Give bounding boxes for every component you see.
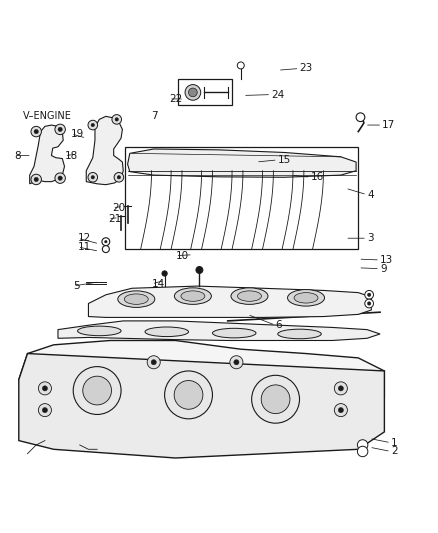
Circle shape	[83, 376, 112, 405]
Circle shape	[151, 360, 156, 365]
Polygon shape	[127, 149, 356, 177]
Circle shape	[34, 177, 39, 182]
Bar	[125, 147, 358, 249]
Circle shape	[188, 88, 197, 97]
Circle shape	[357, 440, 368, 450]
Circle shape	[261, 385, 290, 414]
Text: V–ENGINE: V–ENGINE	[23, 111, 72, 122]
Circle shape	[365, 299, 374, 308]
Ellipse shape	[118, 291, 155, 308]
Bar	[178, 79, 232, 106]
Text: 15: 15	[278, 155, 291, 165]
Ellipse shape	[278, 329, 321, 339]
Ellipse shape	[237, 291, 261, 301]
Circle shape	[356, 113, 365, 122]
Circle shape	[367, 293, 371, 296]
Circle shape	[42, 386, 47, 391]
Circle shape	[334, 403, 347, 417]
Text: 2: 2	[391, 447, 398, 456]
Circle shape	[237, 62, 244, 69]
Text: 1: 1	[391, 438, 398, 448]
Text: 24: 24	[271, 90, 284, 100]
Ellipse shape	[124, 294, 148, 304]
Ellipse shape	[174, 288, 212, 304]
Text: 22: 22	[169, 94, 182, 104]
Circle shape	[174, 381, 203, 409]
Text: 5: 5	[73, 281, 80, 291]
Circle shape	[165, 371, 212, 419]
Circle shape	[34, 130, 39, 134]
Text: 11: 11	[78, 242, 91, 252]
Ellipse shape	[78, 326, 121, 336]
Polygon shape	[88, 286, 371, 318]
Circle shape	[42, 408, 47, 413]
Circle shape	[162, 271, 167, 276]
Text: 18: 18	[64, 150, 78, 160]
Ellipse shape	[294, 293, 318, 303]
Ellipse shape	[231, 288, 268, 304]
Text: 13: 13	[380, 255, 393, 265]
Text: 21: 21	[108, 214, 121, 224]
Ellipse shape	[145, 327, 188, 336]
Circle shape	[102, 246, 110, 253]
Circle shape	[147, 356, 160, 369]
Circle shape	[117, 175, 120, 179]
Circle shape	[31, 126, 42, 137]
Ellipse shape	[212, 328, 256, 338]
Circle shape	[105, 240, 107, 243]
Circle shape	[55, 124, 65, 135]
Circle shape	[234, 360, 239, 365]
Circle shape	[112, 115, 121, 124]
Text: 10: 10	[176, 251, 189, 261]
Circle shape	[58, 176, 62, 180]
Circle shape	[114, 173, 124, 182]
Circle shape	[334, 382, 347, 395]
Circle shape	[31, 174, 42, 184]
Text: 17: 17	[382, 120, 396, 130]
Circle shape	[367, 302, 371, 305]
Circle shape	[88, 120, 98, 130]
Polygon shape	[86, 116, 123, 184]
Text: 9: 9	[380, 264, 387, 273]
Circle shape	[55, 173, 65, 183]
Circle shape	[39, 382, 51, 395]
Circle shape	[338, 408, 343, 413]
Circle shape	[365, 290, 374, 299]
Circle shape	[91, 123, 95, 127]
Polygon shape	[19, 353, 385, 458]
Polygon shape	[19, 341, 385, 436]
Text: 7: 7	[152, 111, 158, 122]
Circle shape	[185, 85, 201, 100]
Text: 14: 14	[152, 279, 165, 289]
Circle shape	[58, 127, 62, 132]
Circle shape	[357, 446, 368, 457]
Text: 3: 3	[367, 233, 374, 243]
Text: 19: 19	[71, 129, 84, 139]
Circle shape	[196, 266, 203, 273]
Text: 20: 20	[113, 203, 126, 213]
Circle shape	[230, 356, 243, 369]
Polygon shape	[58, 321, 380, 341]
Circle shape	[338, 386, 343, 391]
Circle shape	[252, 375, 300, 423]
Circle shape	[102, 238, 110, 246]
Ellipse shape	[181, 291, 205, 301]
Circle shape	[88, 173, 98, 182]
Text: 16: 16	[311, 172, 324, 182]
Ellipse shape	[288, 289, 325, 306]
Circle shape	[91, 175, 95, 179]
Circle shape	[39, 403, 51, 417]
Polygon shape	[30, 125, 64, 184]
Text: 6: 6	[276, 320, 282, 330]
Text: 12: 12	[78, 233, 91, 243]
Text: 23: 23	[300, 63, 313, 74]
Circle shape	[115, 118, 118, 121]
Circle shape	[73, 367, 121, 415]
Text: 4: 4	[367, 190, 374, 200]
Text: 8: 8	[14, 150, 21, 160]
